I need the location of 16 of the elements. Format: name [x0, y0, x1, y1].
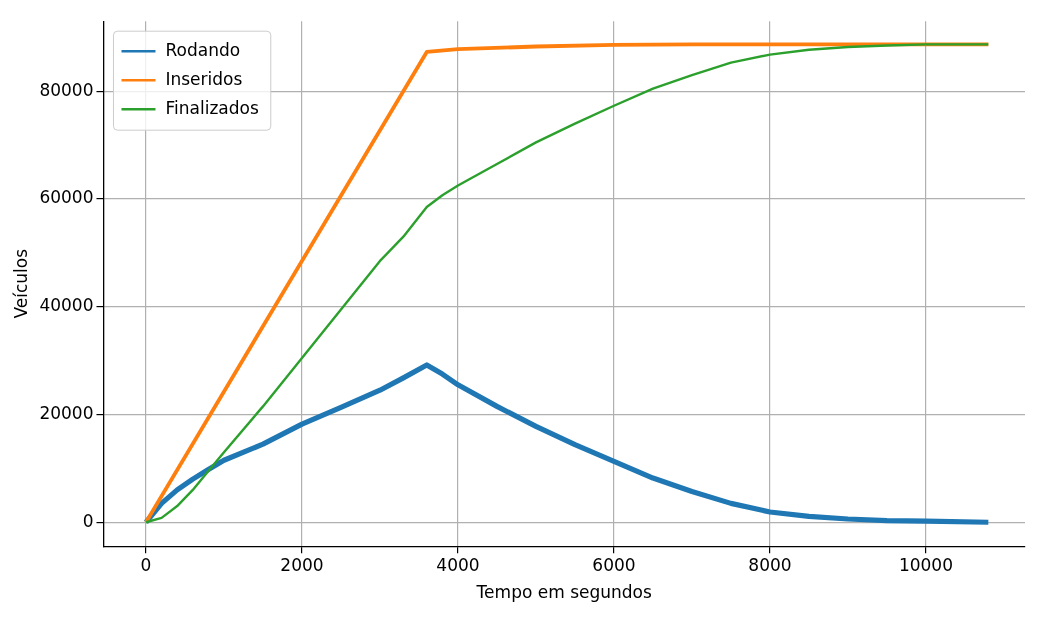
x-tick-label: 2000 [280, 554, 324, 575]
x-tick-label: 0 [140, 554, 152, 575]
x-tick-label: 6000 [592, 554, 636, 575]
y-tick-label: 60000 [39, 187, 94, 208]
y-axis-title: Veículos [10, 248, 31, 319]
x-tick-label: 10000 [898, 554, 953, 575]
legend-label: Inseridos [165, 68, 243, 89]
y-tick-label: 80000 [39, 79, 94, 100]
x-axis-title: Tempo em segundos [475, 582, 652, 603]
y-tick-label: 20000 [39, 402, 94, 423]
x-tick-label: 4000 [436, 554, 480, 575]
y-tick-label: 40000 [39, 295, 94, 316]
legend-label: Rodando [165, 39, 241, 60]
y-tick-label: 0 [82, 510, 94, 531]
legend-label: Finalizados [165, 97, 259, 118]
x-tick-label: 8000 [748, 554, 792, 575]
